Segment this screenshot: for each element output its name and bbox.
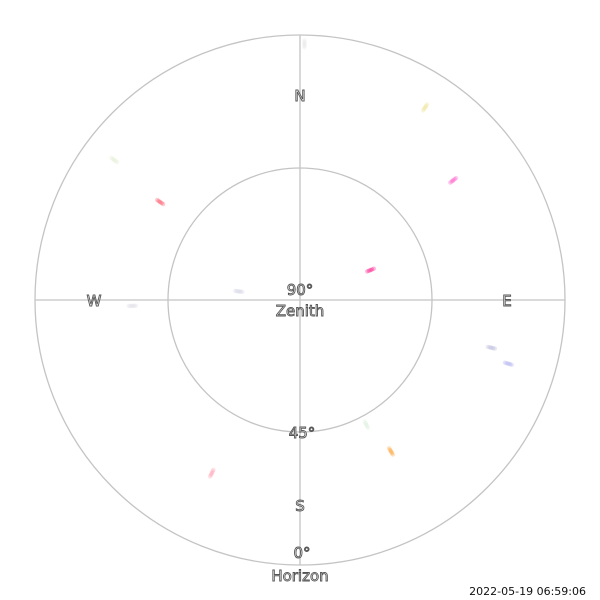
satellite-group: [109, 38, 514, 479]
zenith-label: Zenith: [276, 302, 325, 320]
zenith-value-label: 90°: [287, 281, 314, 299]
satellite-marker: [362, 419, 371, 431]
satellite-marker: [302, 38, 307, 50]
horizon-value-label: 0°: [293, 544, 310, 562]
satellite-marker: [207, 467, 216, 479]
satellite-marker: [420, 102, 430, 113]
west-label: W: [87, 292, 102, 310]
satellite-marker: [386, 446, 395, 457]
satellite-marker: [485, 344, 498, 351]
satellite-marker: [502, 360, 514, 367]
mid-ring-value-label: 45°: [289, 424, 316, 442]
satellite-marker: [109, 155, 120, 165]
timestamp: 2022-05-19 06:59:06: [469, 585, 586, 598]
south-label: S: [295, 497, 305, 515]
satellite-marker: [365, 266, 376, 274]
satellite-marker: [448, 175, 459, 185]
horizon-label: Horizon: [271, 567, 328, 585]
satellite-marker: [233, 288, 245, 295]
satellite-marker: [126, 303, 139, 309]
satellite-marker: [155, 197, 166, 207]
east-label: E: [502, 292, 511, 310]
north-label: N: [294, 87, 305, 105]
